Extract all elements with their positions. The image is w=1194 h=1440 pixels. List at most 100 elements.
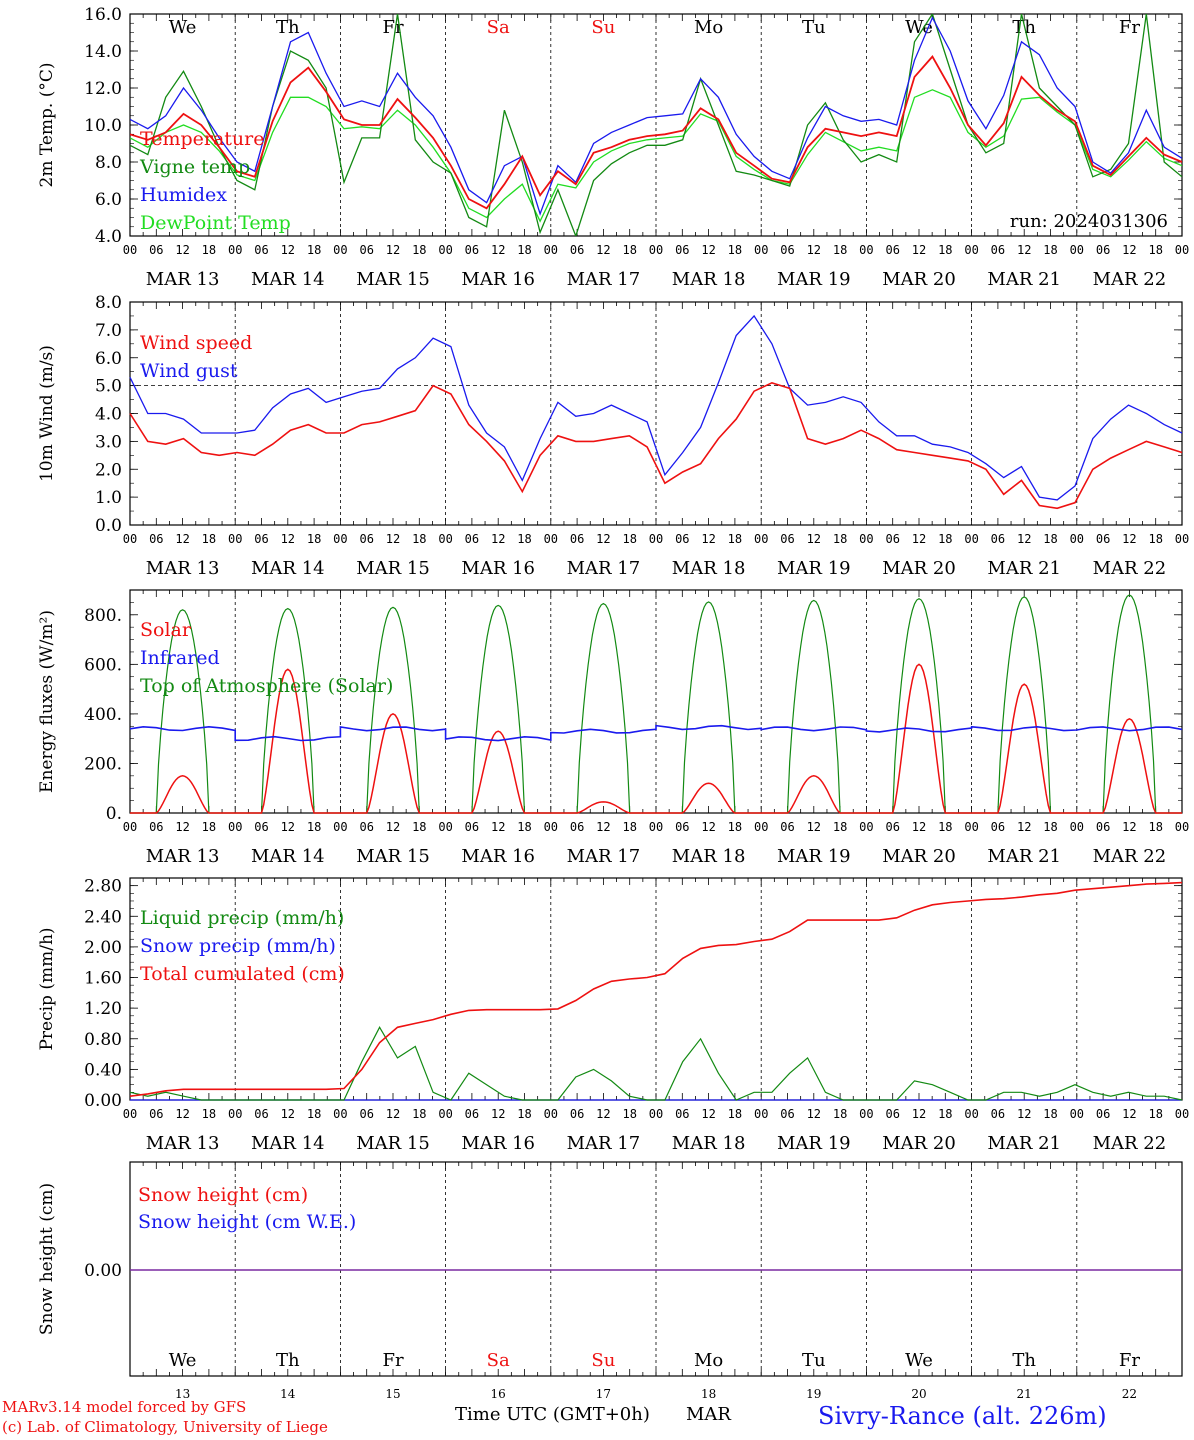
- hour-tick-label: 06: [254, 243, 268, 257]
- hour-tick-label: 00: [649, 532, 663, 546]
- day-number: 19: [806, 1387, 821, 1401]
- date-label: MAR 18: [672, 1133, 746, 1154]
- hour-tick-label: 12: [596, 243, 610, 257]
- hour-tick-label: 00: [754, 1107, 768, 1121]
- y-tick-label: 14.0: [84, 42, 122, 62]
- hour-tick-label: 06: [149, 532, 163, 546]
- legend-entry: Liquid precip (mm/h): [140, 907, 344, 929]
- hour-tick-label: 12: [596, 1107, 610, 1121]
- hour-tick-label: 00: [333, 1107, 347, 1121]
- hour-tick-label: 12: [912, 1107, 926, 1121]
- hour-tick-label: 12: [175, 1107, 189, 1121]
- hour-tick-label: 00: [1070, 820, 1084, 834]
- hour-tick-label: 18: [938, 243, 952, 257]
- hour-tick-label: 18: [728, 820, 742, 834]
- hour-tick-label: 06: [991, 243, 1005, 257]
- hour-tick-label: 00: [228, 820, 242, 834]
- hour-tick-label: 06: [885, 243, 899, 257]
- day-number: 14: [280, 1387, 296, 1401]
- date-label: MAR 20: [882, 1133, 956, 1154]
- hour-tick-label: 06: [1096, 243, 1110, 257]
- hour-tick-label: 18: [728, 243, 742, 257]
- hour-tick-label: 06: [1096, 1107, 1110, 1121]
- hour-tick-label: 00: [123, 820, 137, 834]
- hour-tick-label: 18: [1043, 820, 1057, 834]
- hour-tick-label: 12: [701, 1107, 715, 1121]
- y-tick-label: 3.0: [95, 432, 122, 452]
- date-label: MAR 20: [882, 558, 956, 579]
- hour-tick-label: 12: [807, 243, 821, 257]
- y-tick-label: 10.0: [84, 116, 122, 136]
- date-label: MAR 16: [461, 269, 535, 290]
- y-axis-title: 10m Wind (m/s): [37, 345, 57, 482]
- hour-tick-label: 06: [254, 820, 268, 834]
- hour-tick-label: 00: [754, 820, 768, 834]
- hour-tick-label: 18: [728, 1107, 742, 1121]
- hour-tick-label: 06: [570, 820, 584, 834]
- day-number: 22: [1122, 1387, 1137, 1401]
- hour-tick-label: 06: [570, 532, 584, 546]
- series-humidex: [130, 16, 1182, 216]
- hour-tick-label: 12: [912, 532, 926, 546]
- hour-tick-label: 06: [1096, 820, 1110, 834]
- hour-tick-label: 06: [1096, 532, 1110, 546]
- hour-tick-label: 12: [1122, 820, 1136, 834]
- legend-entry: Top of Atmosphere (Solar): [140, 675, 393, 697]
- hour-tick-label: 12: [281, 243, 295, 257]
- hour-tick-label: 06: [675, 1107, 689, 1121]
- hour-tick-label: 06: [465, 820, 479, 834]
- hour-tick-label: 00: [754, 532, 768, 546]
- hour-tick-label: 12: [491, 532, 505, 546]
- legend-entry: Wind speed: [140, 332, 252, 354]
- date-label: MAR 15: [356, 269, 430, 290]
- hour-tick-label: 00: [333, 820, 347, 834]
- hour-tick-label: 00: [859, 820, 873, 834]
- hour-tick-label: 12: [281, 820, 295, 834]
- hour-tick-label: 12: [491, 1107, 505, 1121]
- date-label: MAR 17: [567, 1133, 641, 1154]
- y-tick-label: 8.0: [95, 293, 122, 313]
- day-name-bottom: Tu: [802, 1350, 826, 1371]
- date-label: MAR 17: [567, 558, 641, 579]
- hour-tick-label: 18: [1043, 532, 1057, 546]
- legend-entry: Wind gust: [140, 360, 238, 382]
- day-name-bottom: Mo: [694, 1350, 723, 1371]
- y-axis-title: 2m Temp. (°C): [37, 62, 57, 187]
- day-name-top: Su: [591, 17, 615, 38]
- hour-tick-label: 06: [885, 532, 899, 546]
- date-label: MAR 13: [146, 846, 220, 867]
- hour-tick-label: 00: [964, 820, 978, 834]
- hour-tick-label: 18: [517, 820, 531, 834]
- y-tick-label: 8.0: [95, 153, 122, 173]
- hour-tick-label: 00: [438, 532, 452, 546]
- date-label: MAR 18: [672, 846, 746, 867]
- hour-tick-label: 12: [491, 243, 505, 257]
- y-tick-label: 12.0: [84, 79, 122, 99]
- hour-tick-label: 18: [1148, 820, 1162, 834]
- y-tick-label: 6.0: [95, 190, 122, 210]
- date-label: MAR 13: [146, 269, 220, 290]
- hour-tick-label: 00: [544, 243, 558, 257]
- panel-frame: [129, 589, 1183, 814]
- date-label: MAR 13: [146, 558, 220, 579]
- day-name-bottom: We: [905, 1350, 933, 1371]
- date-label: MAR 19: [777, 846, 851, 867]
- hour-tick-label: 12: [386, 243, 400, 257]
- date-label: MAR 21: [987, 558, 1061, 579]
- date-label: MAR 18: [672, 269, 746, 290]
- day-name-bottom: We: [169, 1350, 197, 1371]
- series-solar: [130, 663, 1182, 814]
- hour-tick-label: 18: [307, 1107, 321, 1121]
- series-wind-speed: [129, 381, 1183, 510]
- hour-tick-label: 06: [465, 532, 479, 546]
- hour-tick-label: 00: [754, 243, 768, 257]
- hour-tick-label: 00: [649, 1107, 663, 1121]
- hour-tick-label: 12: [912, 820, 926, 834]
- y-tick-label: 2.80: [84, 877, 122, 897]
- series-temperature: [130, 55, 1182, 210]
- hour-tick-label: 12: [281, 1107, 295, 1121]
- y-tick-label: 2.00: [84, 938, 122, 958]
- hour-tick-label: 00: [1070, 1107, 1084, 1121]
- hour-tick-label: 00: [544, 820, 558, 834]
- hour-tick-label: 12: [596, 820, 610, 834]
